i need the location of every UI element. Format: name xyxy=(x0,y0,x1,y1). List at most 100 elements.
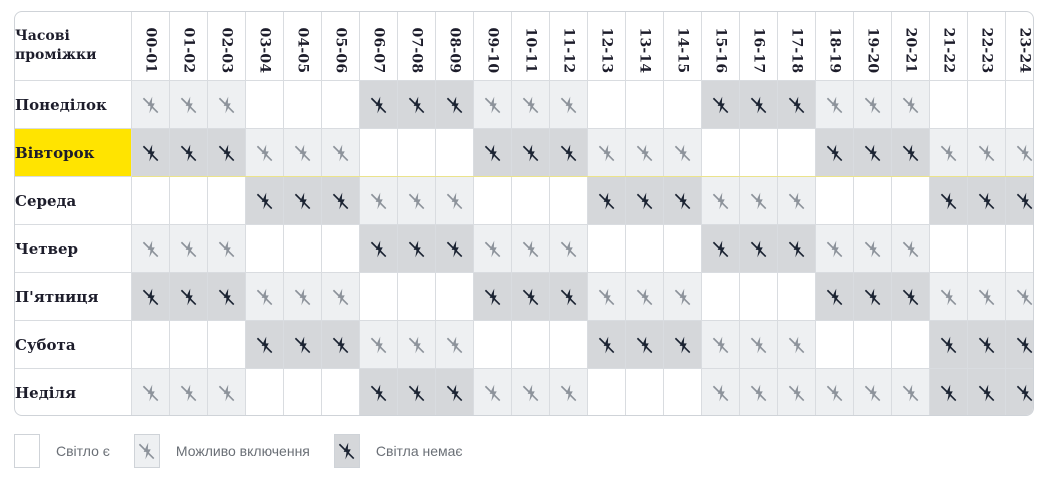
hour-header-01-02: 01-02 xyxy=(169,12,208,81)
slot-cell-yes xyxy=(321,80,360,129)
no-power-icon xyxy=(446,240,462,257)
slot-cell-yes xyxy=(777,272,816,321)
slot-cell-yes xyxy=(245,80,284,129)
no-power-icon xyxy=(138,442,155,460)
slot-cell-maybe xyxy=(321,272,360,321)
slot-cell-no xyxy=(359,368,398,415)
slot-cell-no xyxy=(435,80,474,129)
slot-cell-maybe xyxy=(283,272,322,321)
hour-header-23-24: 23-24 xyxy=(1005,12,1033,81)
hour-label: 02-03 xyxy=(218,27,235,74)
no-power-icon xyxy=(788,96,804,113)
slot-cell-no xyxy=(929,320,968,369)
slot-cell-yes xyxy=(815,320,854,369)
day-row: Субота xyxy=(15,320,1033,369)
slot-cell-maybe xyxy=(473,368,512,415)
no-power-icon xyxy=(446,384,462,401)
slot-cell-yes xyxy=(283,368,322,415)
slot-cell-yes xyxy=(663,368,702,415)
legend-item-power-off: Світла немає xyxy=(333,434,463,468)
no-power-icon xyxy=(446,192,462,209)
hour-label: 08-09 xyxy=(446,27,463,74)
hour-label: 01-02 xyxy=(180,27,197,74)
no-power-icon xyxy=(484,288,500,305)
slot-cell-no xyxy=(929,368,968,415)
no-power-icon xyxy=(522,384,538,401)
no-power-icon xyxy=(788,336,804,353)
day-row: Неділя xyxy=(15,368,1033,415)
slot-cell-yes xyxy=(359,128,398,177)
slot-cell-no xyxy=(473,128,512,177)
no-power-icon xyxy=(408,240,424,257)
slot-cell-maybe xyxy=(169,224,208,273)
no-power-icon xyxy=(598,144,614,161)
slot-cell-maybe xyxy=(701,176,740,225)
slot-cell-maybe xyxy=(207,224,246,273)
header-row: Часові проміжки 00-01 01-02 02-03 03-04 04-0… xyxy=(15,12,1033,81)
slot-cell-maybe xyxy=(815,368,854,415)
slot-cell-maybe xyxy=(815,224,854,273)
no-power-icon xyxy=(788,384,804,401)
no-power-icon xyxy=(218,288,234,305)
no-power-icon xyxy=(940,288,956,305)
slot-cell-maybe xyxy=(131,224,170,273)
slot-cell-yes xyxy=(549,176,588,225)
no-power-icon xyxy=(636,336,652,353)
hour-label: 00-01 xyxy=(142,27,159,74)
slot-cell-maybe xyxy=(435,176,474,225)
slot-cell-yes xyxy=(967,80,1006,129)
slot-cell-no xyxy=(321,176,360,225)
no-power-icon xyxy=(1016,144,1032,161)
slot-cell-no xyxy=(473,272,512,321)
slot-cell-no xyxy=(967,176,1006,225)
no-power-icon xyxy=(864,384,880,401)
no-power-icon xyxy=(902,144,918,161)
hour-header-05-06: 05-06 xyxy=(321,12,360,81)
slot-cell-yes xyxy=(663,80,702,129)
slot-cell-yes xyxy=(663,224,702,273)
slot-cell-yes xyxy=(549,320,588,369)
slot-cell-yes xyxy=(435,272,474,321)
no-power-icon xyxy=(180,144,196,161)
no-power-icon xyxy=(338,442,355,460)
slot-cell-yes xyxy=(853,176,892,225)
slot-cell-yes xyxy=(169,320,208,369)
slot-cell-yes xyxy=(625,368,664,415)
day-row: Четвер xyxy=(15,224,1033,273)
day-label: Неділя xyxy=(15,368,132,415)
no-power-icon xyxy=(370,336,386,353)
slot-cell-no xyxy=(131,128,170,177)
hour-label: 22-23 xyxy=(978,27,995,74)
slot-cell-no xyxy=(663,320,702,369)
no-power-icon xyxy=(940,192,956,209)
slot-cell-yes xyxy=(359,272,398,321)
slot-cell-no xyxy=(169,272,208,321)
no-power-icon xyxy=(712,336,728,353)
legend-label-power-on: Світло є xyxy=(56,443,110,459)
slot-cell-maybe xyxy=(549,224,588,273)
hour-header-07-08: 07-08 xyxy=(397,12,436,81)
hour-label: 07-08 xyxy=(408,27,425,74)
slot-cell-no xyxy=(625,320,664,369)
no-power-icon xyxy=(598,288,614,305)
outage-schedule-table: Часові проміжки 00-01 01-02 02-03 03-04 04-0… xyxy=(15,12,1033,415)
slot-cell-yes xyxy=(891,320,930,369)
slot-cell-maybe xyxy=(701,368,740,415)
slot-cell-maybe xyxy=(929,272,968,321)
no-power-icon xyxy=(788,192,804,209)
slot-cell-no xyxy=(967,368,1006,415)
no-power-icon xyxy=(750,336,766,353)
slot-cell-no xyxy=(891,128,930,177)
no-power-icon xyxy=(370,192,386,209)
slot-cell-yes xyxy=(701,272,740,321)
slot-cell-no xyxy=(625,176,664,225)
no-power-icon xyxy=(560,288,576,305)
no-power-icon xyxy=(484,384,500,401)
slot-cell-maybe xyxy=(473,224,512,273)
no-power-icon xyxy=(560,384,576,401)
slot-cell-no xyxy=(549,128,588,177)
slot-cell-no xyxy=(283,176,322,225)
slot-cell-yes xyxy=(891,176,930,225)
slot-cell-no xyxy=(1005,176,1033,225)
no-power-icon xyxy=(370,240,386,257)
